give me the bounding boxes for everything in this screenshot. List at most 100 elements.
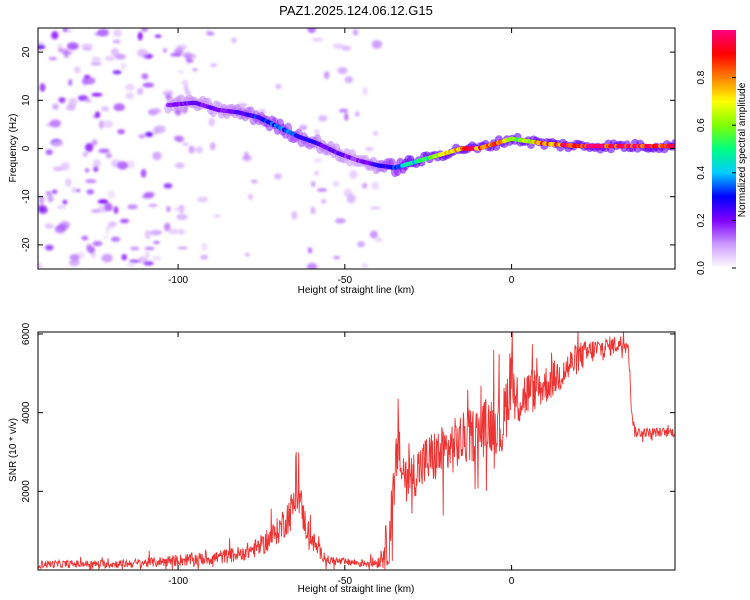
heatmap-cell — [38, 44, 46, 50]
heatmap-cell — [104, 55, 115, 61]
colorbar-tick-label: 0.6 — [696, 118, 707, 132]
heatmap-cell — [71, 186, 77, 194]
heatmap-cell — [332, 43, 344, 49]
heatmap-cell — [150, 229, 163, 236]
heatmap-cell — [84, 168, 90, 173]
heatmap-cell — [299, 124, 308, 131]
spectrogram-y-label: Frequency (Hz) — [8, 114, 19, 183]
heatmap-cell — [162, 90, 174, 97]
heatmap-cell — [310, 206, 316, 215]
heatmap-cell — [186, 56, 191, 64]
heatmap-cell — [140, 168, 147, 178]
heatmap-cell — [52, 103, 59, 110]
heatmap-cell — [95, 111, 101, 118]
heatmap-cell — [93, 159, 101, 168]
heatmap-cell — [74, 66, 81, 74]
heatmap-cell — [344, 112, 349, 121]
heatmap-cell — [166, 205, 171, 213]
heatmap-cell — [250, 179, 258, 184]
x-tick-label: -100 — [168, 275, 188, 286]
heatmap-cell — [45, 244, 54, 251]
heatmap-cell — [124, 83, 135, 91]
heatmap-cell — [102, 120, 114, 128]
heatmap-cell — [121, 254, 127, 261]
heatmap-cell — [167, 228, 180, 235]
snr-x-axis: -100 -50 0 — [168, 332, 515, 587]
heatmap-cell — [209, 31, 215, 36]
heatmap-cell — [143, 191, 155, 197]
x-tick-label: 0 — [509, 275, 515, 286]
heatmap-cell — [210, 63, 218, 68]
y-tick-label: 10 — [21, 94, 32, 106]
heatmap-cell — [361, 182, 368, 189]
y-tick-label: 4000 — [21, 401, 32, 424]
heatmap-cell — [152, 151, 162, 161]
heatmap-cell — [213, 214, 221, 218]
heatmap-cell — [201, 242, 208, 251]
heatmap-cell — [346, 194, 357, 203]
heatmap-cell — [244, 151, 249, 159]
heatmap-cell — [136, 87, 144, 96]
heatmap-cell — [152, 108, 162, 114]
heatmap-cell — [174, 162, 185, 169]
heatmap-cell — [75, 188, 81, 193]
heatmap-cell — [361, 263, 368, 268]
heatmap-cell — [126, 262, 136, 268]
heatmap-cell — [154, 34, 162, 38]
heatmap-cell — [38, 263, 43, 269]
heatmap-cell — [110, 48, 119, 56]
heatmap-cell — [117, 129, 125, 135]
heatmap-cell — [178, 228, 186, 235]
spectrogram-x-label: Height of straight line (km) — [298, 285, 415, 296]
snr-y-axis: 2000 4000 6000 — [21, 322, 675, 502]
heatmap-cell — [105, 227, 110, 235]
heatmap-cell — [244, 252, 250, 257]
snr-panel: -100 -50 0 2000 4000 6000 Height of straight… — [8, 322, 676, 595]
heatmap-cell — [143, 261, 154, 266]
heatmap-cell — [102, 235, 109, 240]
heatmap-cell — [137, 48, 148, 58]
heatmap-cell — [86, 244, 93, 253]
heatmap-cell — [148, 203, 158, 208]
heatmap-cell — [99, 120, 104, 129]
y-tick-label: 6000 — [21, 322, 32, 345]
heatmap-cell — [108, 221, 118, 226]
heatmap-cell — [323, 71, 330, 80]
heatmap-cell — [200, 254, 209, 260]
heatmap-cell — [173, 135, 183, 142]
x-tick-label: -100 — [168, 576, 188, 587]
heatmap-cell — [314, 170, 319, 176]
heatmap-cell — [62, 51, 73, 55]
heatmap-cell — [45, 149, 53, 156]
spectrogram-ridge — [164, 94, 675, 178]
heatmap-cell — [137, 256, 148, 264]
heatmap-cell — [145, 251, 150, 259]
heatmap-cell — [144, 246, 155, 251]
y-tick-label: 0 — [21, 145, 32, 151]
heatmap-cell — [365, 147, 374, 151]
heatmap-cell — [311, 181, 316, 188]
heatmap-cell — [86, 189, 95, 195]
heatmap-cell — [39, 83, 46, 92]
heatmap-cell — [183, 85, 189, 91]
heatmap-cell — [208, 117, 215, 127]
heatmap-cell — [128, 259, 141, 263]
heatmap-cell — [97, 199, 109, 204]
heatmap-cell — [137, 31, 143, 41]
colorbar-tick-label: 0.4 — [696, 165, 707, 179]
heatmap-cell — [369, 206, 382, 210]
heatmap-cell — [91, 56, 102, 62]
heatmap-cell — [184, 90, 191, 95]
heatmap-cell — [68, 97, 78, 107]
heatmap-cell — [153, 241, 160, 244]
heatmap-cell — [65, 29, 73, 33]
heatmap-cell — [113, 29, 122, 37]
heatmap-cell — [65, 104, 76, 111]
heatmap-cell — [38, 196, 45, 204]
heatmap-cell — [192, 68, 198, 72]
snr-y-label: SNR (10 * v/v) — [8, 418, 19, 482]
heatmap-cell — [91, 252, 96, 259]
y-tick-label: -20 — [21, 237, 32, 252]
snr-frame — [37, 331, 676, 571]
